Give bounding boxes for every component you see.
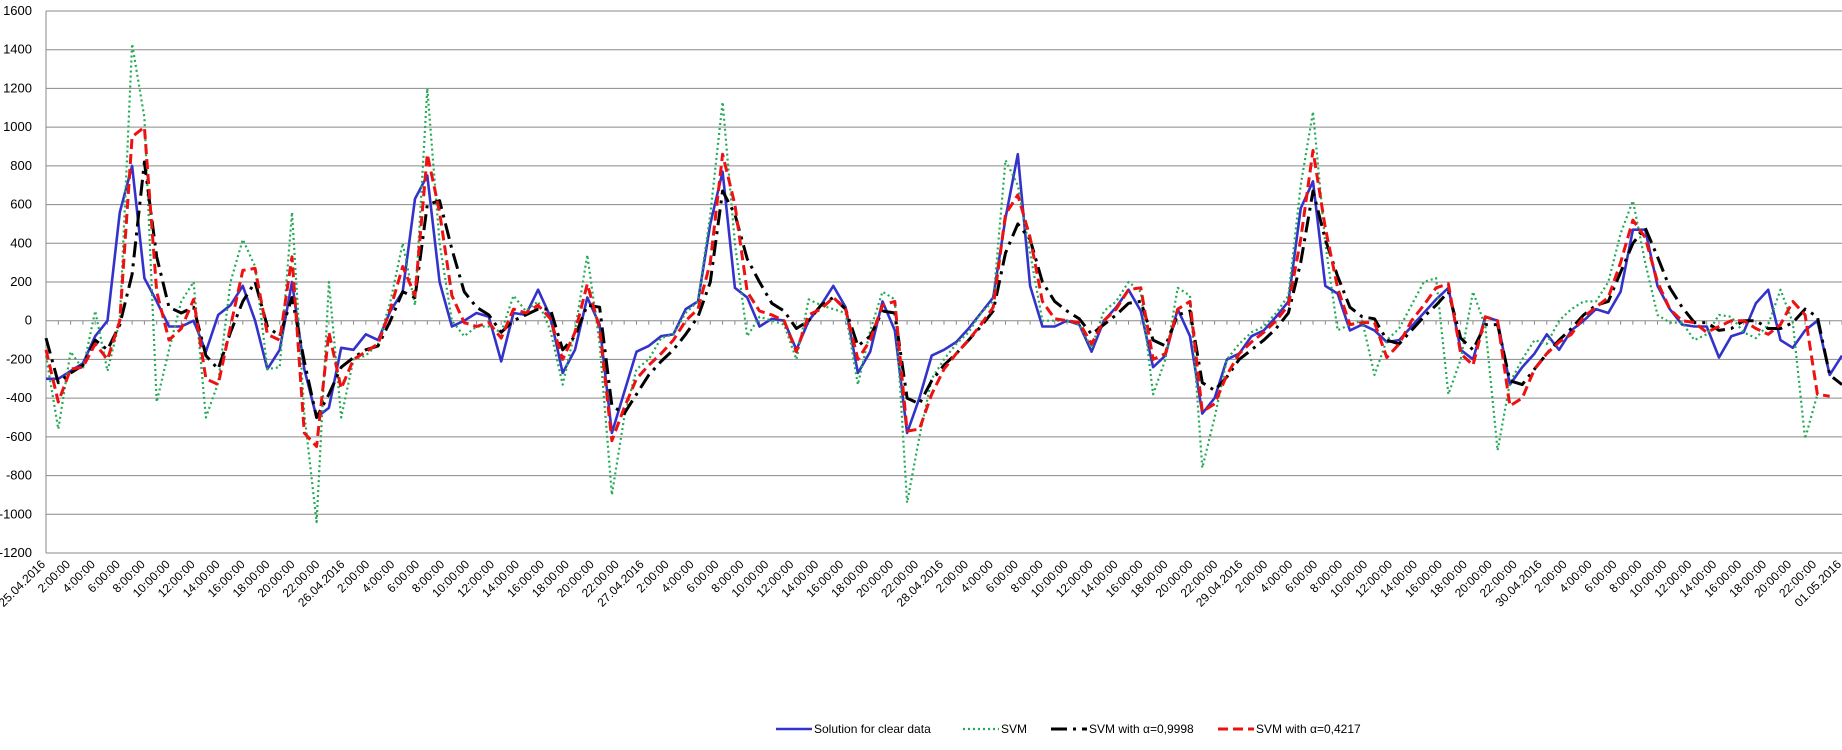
series-lines xyxy=(44,42,1842,524)
y-tick-label: 1000 xyxy=(3,119,32,134)
y-axis: -1200 -1000 -800 -600 -400 -200 0 200 400 600 800 1… xyxy=(0,3,47,560)
legend-label-1: Solution for clear data xyxy=(814,722,931,736)
y-tick-label: 1200 xyxy=(3,80,32,95)
legend-label-3: SVM with α=0,9998 xyxy=(1089,722,1194,736)
y-tick-label: -1200 xyxy=(0,545,32,560)
x-axis: 25.04.20162:00:004:00:006:00:008:00:0010… xyxy=(0,320,1842,610)
series-line-3 xyxy=(44,160,1842,419)
y-tick-label: 200 xyxy=(10,274,32,289)
y-tick-label: 800 xyxy=(10,158,32,173)
series-line-1 xyxy=(46,152,1842,435)
y-tick-label: -400 xyxy=(6,390,32,405)
legend: Solution for clear data SVM SVM with α=0,9… xyxy=(776,722,1361,736)
series-line-4 xyxy=(44,125,1830,448)
y-tick-label: -200 xyxy=(6,351,32,366)
y-tick-label: -600 xyxy=(6,429,32,444)
y-tick-label: -800 xyxy=(6,468,32,483)
y-tick-label: -1000 xyxy=(0,506,32,521)
grid xyxy=(46,10,1842,554)
y-tick-label: 0 xyxy=(25,313,32,328)
y-tick-label: 400 xyxy=(10,235,32,250)
legend-label-2: SVM xyxy=(1001,722,1027,736)
y-tick-label: 600 xyxy=(10,197,32,212)
legend-label-4: SVM with α=0,4217 xyxy=(1256,722,1361,736)
y-tick-label: 1600 xyxy=(3,3,32,18)
y-tick-label: 1400 xyxy=(3,42,32,57)
series-line-2 xyxy=(44,42,1819,524)
